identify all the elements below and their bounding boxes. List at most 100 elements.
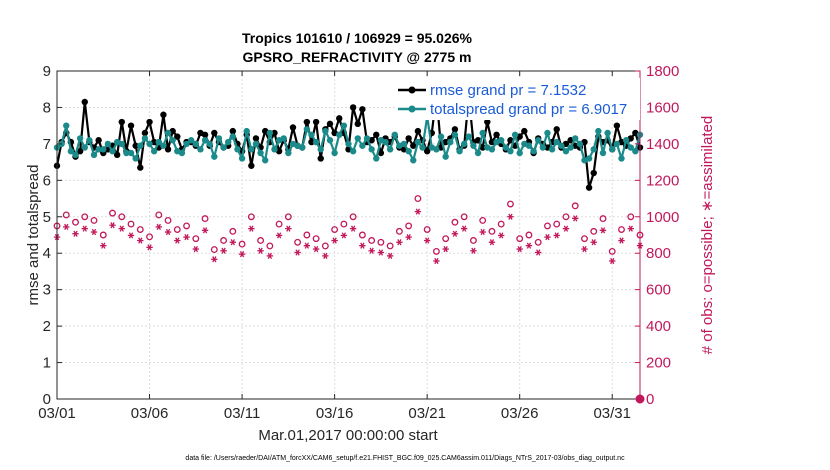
data-point-totalspread — [340, 122, 348, 129]
obs-assimilated-marker — [266, 252, 274, 260]
obs-possible-marker — [442, 235, 450, 243]
data-point-totalspread — [391, 131, 398, 138]
data-point-totalspread — [234, 146, 241, 153]
obs-assimilated-marker — [497, 232, 505, 239]
obs-possible-marker — [220, 237, 228, 244]
obs-possible-marker — [608, 247, 616, 255]
data-point-totalspread — [322, 127, 329, 135]
data-point-totalspread — [67, 147, 75, 155]
data-point-totalspread — [299, 144, 306, 151]
y-tick-label-right: 1000 — [646, 209, 679, 226]
obs-assimilated-marker — [544, 234, 551, 241]
obs-possible-marker — [349, 213, 357, 221]
x-tick-label: 03/01 — [38, 405, 76, 422]
obs-assimilated-marker — [359, 242, 366, 249]
data-point-totalspread — [317, 146, 324, 153]
data-point-rmse — [137, 164, 144, 171]
x-tick-label: 03/21 — [408, 405, 446, 422]
data-point-totalspread — [632, 147, 639, 155]
obs-possible-marker — [127, 220, 135, 228]
obs-assimilated-marker — [81, 225, 88, 232]
obs-assimilated-marker — [479, 228, 486, 236]
data-point-rmse — [373, 131, 380, 138]
obs-assimilated-marker — [572, 215, 579, 222]
obs-assimilated-marker — [63, 223, 70, 231]
data-point-totalspread — [238, 155, 246, 162]
data-point-totalspread — [345, 140, 352, 148]
obs-possible-marker — [183, 222, 191, 230]
obs-assimilated-marker — [331, 237, 338, 244]
obs-possible-marker — [488, 227, 496, 235]
data-point-rmse — [354, 120, 361, 128]
obs-possible-marker — [136, 226, 144, 233]
data-point-rmse — [174, 133, 181, 140]
data-point-totalspread — [72, 151, 79, 159]
obs-possible-marker — [72, 218, 79, 226]
data-point-totalspread — [187, 137, 195, 144]
obs-possible-marker — [257, 237, 265, 244]
data-file-footnote: data file: /Users/raeder/DAI/ATM_forcXX/… — [185, 455, 625, 462]
obs-assimilated-marker — [535, 249, 542, 256]
y-tick-label-left: 4 — [43, 245, 51, 262]
y-tick-label-left: 7 — [43, 136, 51, 153]
y-tick-label-right: 800 — [646, 245, 671, 262]
obs-assimilated-marker — [442, 245, 449, 253]
data-point-totalspread — [576, 140, 584, 148]
obs-possible-marker — [238, 240, 246, 248]
data-point-totalspread — [609, 146, 616, 153]
data-point-totalspread — [326, 137, 334, 144]
data-point-totalspread — [359, 142, 366, 149]
data-point-totalspread — [262, 157, 269, 164]
data-point-totalspread — [164, 129, 172, 137]
data-point-rmse — [118, 118, 125, 126]
obs-possible-marker — [451, 218, 459, 226]
obs-assimilated-marker — [433, 257, 440, 265]
obs-assimilated-marker — [72, 230, 79, 237]
data-point-totalspread — [419, 144, 426, 151]
obs-assimilated-marker — [414, 208, 422, 215]
x-axis-label: Mar.01,2017 00:00:00 start — [258, 427, 438, 444]
obs-assimilated-marker — [562, 225, 570, 232]
obs-assimilated-marker — [377, 249, 385, 256]
data-point-rmse — [160, 111, 167, 118]
obs-possible-marker — [99, 231, 107, 239]
data-point-totalspread — [127, 149, 135, 157]
data-point-totalspread — [86, 137, 93, 144]
data-point-rmse — [613, 122, 621, 129]
y-axis-label-left: rmse and totalspread — [25, 165, 42, 306]
x-tick-label: 03/16 — [316, 405, 354, 422]
obs-possible-marker — [118, 213, 126, 221]
data-point-totalspread — [386, 146, 394, 153]
obs-assimilated-marker — [396, 239, 403, 246]
data-point-rmse — [359, 106, 366, 113]
obs-assimilated-marker — [340, 232, 348, 239]
data-point-totalspread — [146, 140, 153, 148]
y-tick-label-left: 0 — [43, 391, 51, 408]
data-point-totalspread — [271, 146, 278, 153]
obs-possible-marker — [405, 222, 413, 230]
data-point-totalspread — [331, 149, 338, 157]
data-point-totalspread — [206, 140, 213, 148]
data-point-totalspread — [525, 142, 533, 149]
obs-possible-marker — [497, 220, 505, 228]
obs-assimilated-marker — [386, 252, 394, 260]
data-point-totalspread — [354, 135, 361, 142]
data-point-totalspread — [266, 129, 274, 137]
obs-assimilated-marker — [127, 232, 135, 239]
data-point-totalspread — [548, 146, 556, 153]
obs-assimilated-marker — [470, 247, 477, 254]
obs-possible-marker — [525, 231, 533, 239]
data-point-totalspread — [104, 140, 112, 148]
obs-possible-marker — [312, 235, 320, 243]
data-point-totalspread — [414, 138, 422, 146]
obs-possible-marker — [358, 231, 366, 239]
y-tick-label-right: 1800 — [646, 63, 679, 80]
obs-possible-marker — [321, 242, 329, 250]
obs-assimilated-marker — [220, 247, 227, 254]
data-point-rmse — [248, 162, 255, 169]
data-point-rmse — [95, 137, 102, 144]
data-point-rmse — [317, 155, 324, 162]
obs-possible-marker — [377, 238, 385, 246]
data-point-rmse — [308, 138, 315, 146]
ticks: 03/01 03/06 03/11 03/16 03/21 03/26 03/31 0 1 2 3 4… — [38, 63, 679, 422]
